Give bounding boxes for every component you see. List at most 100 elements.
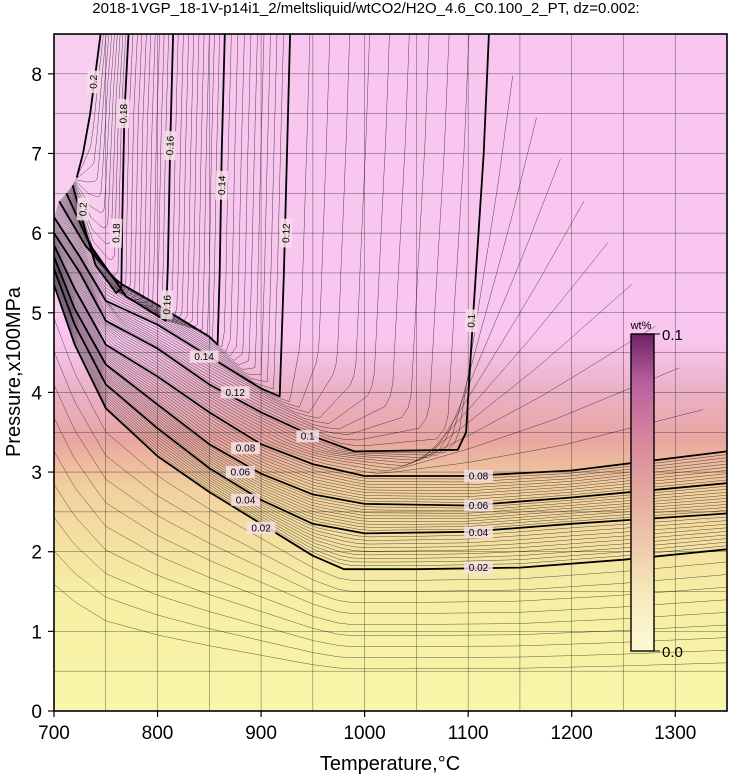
contour-label-text: 0.12: [225, 388, 245, 399]
minor-contour-line: [54, 240, 632, 466]
contour-label: 0.04: [231, 493, 260, 506]
minor-contour-line: [75, 34, 107, 180]
minor-contour-line: [54, 243, 704, 474]
minor-contour-line: [54, 75, 513, 453]
contour-label-bg: [160, 290, 174, 320]
contour-label-bg: [163, 130, 177, 161]
minor-contour-line: [54, 159, 561, 458]
colorbar-min-label: 0.0: [662, 644, 683, 661]
minor-contour-line: [54, 255, 727, 503]
minor-contour-line: [54, 34, 278, 383]
minor-contour-line: [72, 34, 127, 276]
minor-contour-line: [54, 261, 727, 517]
minor-contour-line: [54, 34, 450, 441]
minor-contour-line: [54, 264, 727, 522]
minor-contour-line: [54, 258, 727, 509]
contour-label: 0.2: [86, 70, 100, 94]
minor-contour-line: [54, 242, 680, 472]
minor-contour-line: [54, 450, 727, 625]
contour-label: 0.12: [220, 386, 250, 399]
y-tick-label: 0: [31, 702, 42, 723]
contour-label-bg: [231, 442, 260, 455]
contour-label-bg: [464, 561, 493, 574]
contour-label: 0.08: [464, 470, 493, 483]
major-contour-line: [54, 268, 727, 535]
contour-label: 0.14: [189, 350, 219, 363]
minor-contour-line: [54, 34, 430, 435]
minor-contour-line: [73, 34, 124, 260]
chart-title: 2018-1VGP_18-1V-p14i1_2/meltsliquid/wtCO…: [92, 0, 639, 17]
contour-label-bg: [231, 493, 260, 506]
minor-contour-line: [54, 318, 727, 581]
y-tick-label: 3: [31, 463, 42, 484]
minor-contour-line: [54, 273, 727, 545]
contour-label-bg: [464, 499, 493, 512]
contour-label-bg: [279, 218, 293, 248]
contour-label: 0.08: [231, 442, 260, 455]
major-contour-line: [54, 34, 291, 398]
contour-label: 0.02: [246, 521, 276, 534]
minor-contour-line: [54, 280, 727, 559]
y-tick-label: 8: [31, 65, 42, 86]
y-axis-label: Pressure,x100MPa: [3, 286, 25, 457]
contour-label-text: 0.06: [469, 501, 489, 512]
contour-label-text: 0.14: [217, 175, 229, 195]
contour-label-bg: [116, 99, 130, 129]
major-contour-line: [54, 284, 727, 571]
minor-contour-line: [54, 241, 656, 469]
minor-contour-line: [54, 34, 410, 430]
minor-contour-line: [54, 34, 390, 424]
colorbar-unit-label: wt%: [630, 320, 652, 332]
contour-label: 0.04: [464, 526, 493, 539]
contour-label-bg: [464, 470, 493, 483]
minor-contour-line: [75, 34, 110, 183]
contour-label: 0.18: [109, 218, 123, 248]
x-axis-ticks: 700 800 900 1000 1100 1200 1300: [38, 711, 696, 744]
minor-contour-line: [54, 417, 727, 614]
plot-area: 0.020.020.040.040.060.060.080.080.10.10.…: [54, 34, 727, 711]
minor-contour-line: [54, 281, 727, 563]
contour-label-text: 0.02: [251, 523, 271, 534]
contour-label: 0.16: [160, 290, 174, 320]
contour-label: 0.1: [464, 309, 478, 333]
contour-label-text: 0.04: [236, 495, 256, 506]
contour-label: 0.1: [296, 430, 319, 443]
contour-label-bg: [296, 430, 319, 443]
major-contour-line: [54, 244, 727, 477]
minor-contour-line: [54, 275, 727, 548]
major-contour-line: [54, 256, 727, 507]
x-tick-label: 1000: [343, 723, 385, 744]
minor-contour-line: [57, 34, 245, 357]
contour-label-bg: [464, 526, 493, 539]
minor-contour-line: [54, 34, 470, 446]
contour-labels: 0.02 0.02 0.04 0.04 0.06 0.06 0.08 0.08 0.1 0.1 0.…: [76, 70, 493, 574]
contour-label: 0.02: [464, 561, 493, 574]
contour-label-bg: [76, 197, 90, 221]
y-tick-label: 6: [31, 224, 42, 245]
contour-label-text: 0.18: [111, 223, 123, 243]
colorbar: 0.1 0.0 wt%: [630, 320, 683, 661]
contour-label-bg: [189, 350, 219, 363]
x-tick-label: 1100: [448, 723, 489, 744]
colorbar-max-label: 0.1: [662, 327, 683, 344]
y-tick-label: 4: [31, 383, 42, 404]
contour-label-text: 0.18: [119, 103, 131, 123]
minor-contour-line: [54, 278, 727, 556]
contour-label: 0.18: [116, 99, 131, 129]
contour-label-text: 0.16: [165, 135, 177, 155]
minor-contour-line: [54, 276, 727, 552]
contour-label-text: 0.04: [469, 528, 489, 539]
x-tick-label: 1300: [654, 723, 696, 744]
y-axis-ticks: 0 1 2 3 4 5 6 7 8: [31, 65, 54, 723]
minor-contour-line: [54, 550, 727, 658]
y-tick-label: 1: [31, 622, 42, 643]
minor-contour-line: [54, 252, 727, 494]
minor-contour-line: [54, 260, 727, 514]
contour-label-bg: [464, 309, 478, 333]
minor-contour-line: [74, 34, 113, 198]
colorbar-ramp: [630, 333, 655, 652]
contour-label: 0.2: [76, 197, 90, 221]
contour-label: 0.06: [225, 466, 255, 479]
minor-contour-line: [54, 267, 727, 531]
